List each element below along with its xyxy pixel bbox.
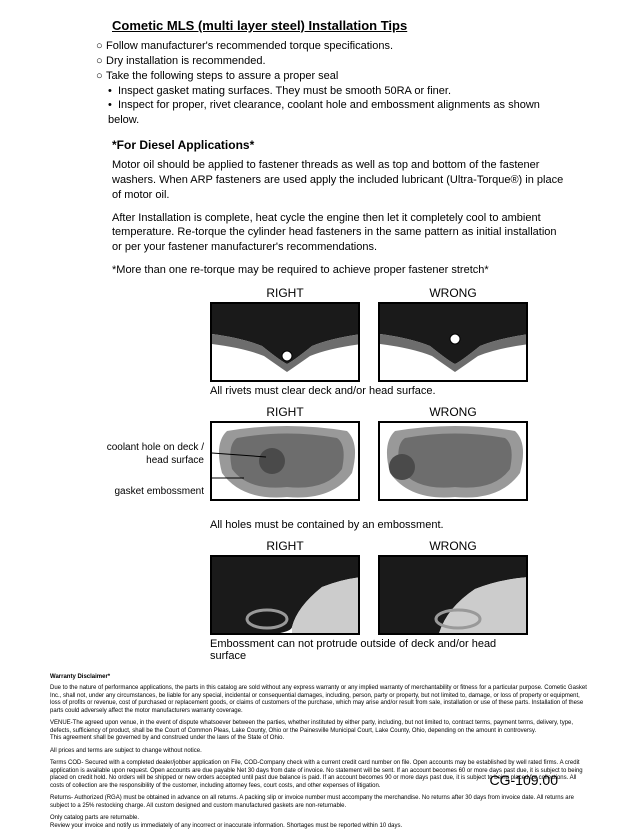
emboss-label: gasket embossment bbox=[90, 485, 204, 498]
bullet-text: Follow manufacturer's recommended torque… bbox=[106, 40, 393, 52]
wrong-label: WRONG bbox=[378, 405, 528, 419]
fine-print: Warranty Disclaimer* Due to the nature o… bbox=[50, 674, 588, 830]
fine-text: VENUE-The agreed upon venue, in the even… bbox=[50, 720, 588, 743]
fine-text: Due to the nature of performance applica… bbox=[50, 685, 588, 715]
diagram-section: RIGHT WRONG bbox=[90, 286, 568, 662]
bullet-list: ○Follow manufacturer's recommended torqu… bbox=[90, 39, 568, 128]
paragraph: *More than one re-torque may be required… bbox=[112, 263, 568, 278]
bullet-item: •Inspect gasket mating surfaces. They mu… bbox=[90, 84, 568, 99]
warranty-heading: Warranty Disclaimer* bbox=[50, 674, 588, 682]
wrong-label: WRONG bbox=[378, 286, 528, 300]
page-title: Cometic MLS (multi layer steel) Installa… bbox=[112, 18, 568, 33]
bullet-item: ○Dry installation is recommended. bbox=[90, 54, 568, 69]
right-label: RIGHT bbox=[210, 405, 360, 419]
diagram-row: RIGHT WRONG bbox=[90, 539, 568, 635]
bullet-text: Inspect gasket mating surfaces. They mus… bbox=[118, 85, 451, 97]
diagram-caption: All holes must be contained by an emboss… bbox=[210, 519, 530, 531]
bullet-text: Dry installation is recommended. bbox=[106, 55, 266, 67]
fine-text: Returns- Authorized (RGA) must be obtain… bbox=[50, 795, 588, 810]
diagram-caption: All rivets must clear deck and/or head s… bbox=[210, 385, 530, 397]
bullet-item: ○Follow manufacturer's recommended torqu… bbox=[90, 39, 568, 54]
paragraph: After Installation is complete, heat cyc… bbox=[112, 211, 568, 256]
diagram-row: coolant hole on deck / head surface gask… bbox=[90, 405, 568, 516]
right-label: RIGHT bbox=[210, 539, 360, 553]
diagram-holes-wrong bbox=[378, 421, 528, 501]
diagram-caption: Embossment can not protrude outside of d… bbox=[210, 638, 530, 662]
diagram-rivet-right bbox=[210, 302, 360, 382]
fine-text: All prices and terms are subject to chan… bbox=[50, 748, 588, 756]
diagram-emboss-wrong bbox=[378, 555, 528, 635]
coolant-label: coolant hole on deck / head surface bbox=[90, 441, 204, 467]
fine-text: Only catalog parts are returnable.Review… bbox=[50, 815, 588, 830]
bullet-text: Inspect for proper, rivet clearance, coo… bbox=[108, 99, 540, 126]
wrong-label: WRONG bbox=[378, 539, 528, 553]
diagram-emboss-right bbox=[210, 555, 360, 635]
bullet-item: ○Take the following steps to assure a pr… bbox=[90, 69, 568, 84]
right-label: RIGHT bbox=[210, 286, 360, 300]
diesel-heading: *For Diesel Applications* bbox=[112, 138, 568, 152]
page-number: CG-109.00 bbox=[490, 772, 558, 788]
bullet-item: •Inspect for proper, rivet clearance, co… bbox=[90, 98, 568, 128]
bullet-text: Take the following steps to assure a pro… bbox=[106, 70, 338, 82]
paragraph: Motor oil should be applied to fastener … bbox=[112, 158, 568, 203]
diagram-row: RIGHT WRONG bbox=[90, 286, 568, 382]
diagram-rivet-wrong bbox=[378, 302, 528, 382]
diagram-holes-right bbox=[210, 421, 360, 501]
